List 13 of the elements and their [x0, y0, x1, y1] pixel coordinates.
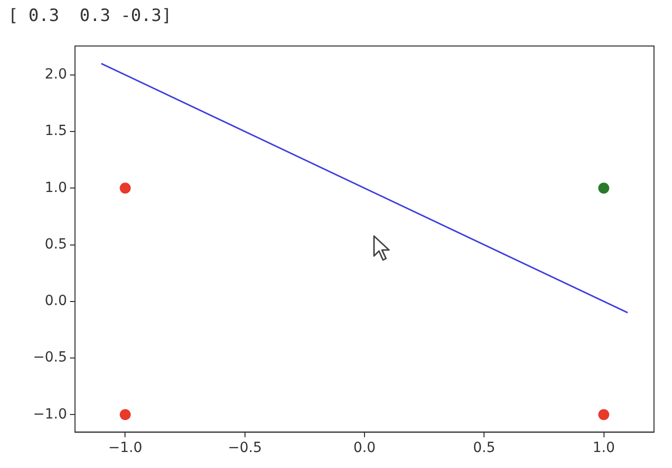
y-tick-label: 0.0: [44, 293, 67, 310]
x-tick-label: 0.5: [472, 440, 496, 456]
text: [ 0.3 0.3 -0.3]: [8, 6, 172, 26]
x-tick-label: 0.0: [353, 440, 376, 456]
y-tick-label: 1.0: [44, 180, 67, 196]
x-tick-label: −0.5: [228, 440, 262, 456]
x-tick-label: 1.0: [592, 440, 615, 456]
y-tick-label: 0.5: [44, 236, 67, 252]
y-tick-label: −0.5: [32, 350, 67, 366]
y-tick-label: −1.0: [32, 406, 67, 422]
x-tick-label: −1.0: [108, 440, 142, 456]
y-tick-label: 2.0: [44, 66, 67, 83]
y-tick-label: 1.5: [44, 123, 67, 140]
